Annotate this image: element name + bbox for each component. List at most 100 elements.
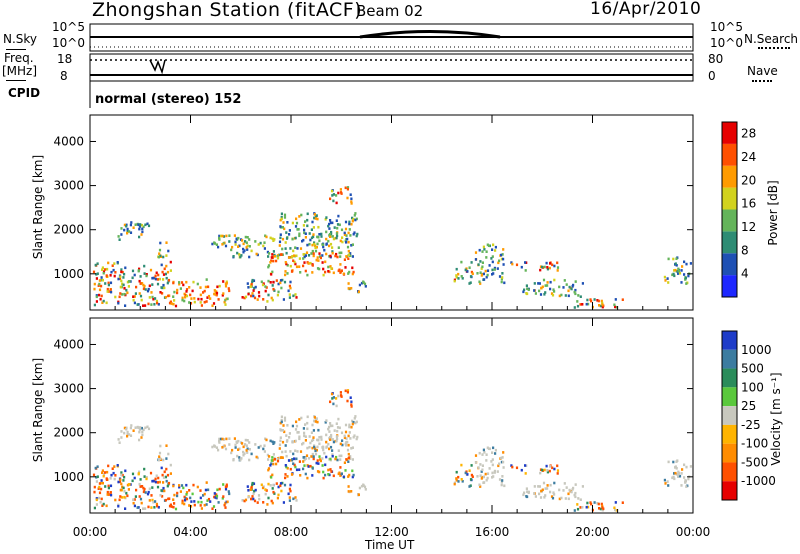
data-cell bbox=[558, 285, 561, 289]
data-cell bbox=[154, 480, 157, 484]
data-cell bbox=[286, 221, 289, 224]
data-cell bbox=[147, 427, 151, 431]
data-cell bbox=[325, 455, 328, 459]
data-cell bbox=[275, 279, 278, 282]
data-cell bbox=[264, 437, 267, 441]
data-cell bbox=[305, 251, 309, 254]
data-cell bbox=[159, 444, 162, 448]
data-cell bbox=[335, 422, 338, 425]
data-cell bbox=[123, 223, 126, 227]
data-cell bbox=[119, 292, 122, 295]
data-cell bbox=[292, 497, 295, 501]
data-cell bbox=[163, 470, 166, 474]
data-cell bbox=[217, 448, 220, 452]
data-cell bbox=[282, 221, 285, 224]
data-cell bbox=[344, 227, 348, 231]
data-cell bbox=[221, 446, 224, 449]
data-cell bbox=[251, 495, 254, 498]
data-cell bbox=[335, 455, 338, 459]
data-cell bbox=[680, 281, 683, 284]
data-cell bbox=[261, 486, 265, 490]
data-cell bbox=[286, 424, 289, 427]
data-cell bbox=[272, 462, 275, 466]
data-cell bbox=[318, 239, 321, 243]
data-cell bbox=[106, 290, 109, 293]
data-cell bbox=[486, 476, 489, 480]
data-cell bbox=[294, 225, 298, 228]
data-cell bbox=[158, 455, 161, 458]
data-cell bbox=[667, 281, 670, 284]
power-cbar-tick: 28 bbox=[741, 127, 756, 141]
data-cell bbox=[93, 506, 96, 510]
data-cell bbox=[338, 268, 341, 272]
data-cell bbox=[281, 226, 284, 229]
data-cell bbox=[346, 245, 350, 249]
data-cell bbox=[579, 506, 582, 509]
data-cell bbox=[310, 455, 313, 458]
data-cell bbox=[120, 227, 123, 230]
data-cell bbox=[241, 296, 244, 299]
data-cell bbox=[295, 468, 299, 472]
data-cell bbox=[123, 287, 126, 290]
data-cell bbox=[126, 230, 129, 233]
data-cell bbox=[484, 472, 487, 476]
data-cell bbox=[162, 476, 166, 479]
data-cell bbox=[558, 488, 561, 492]
data-cell bbox=[292, 462, 295, 465]
data-cell bbox=[105, 301, 108, 305]
data-cell bbox=[253, 499, 257, 503]
data-cell bbox=[159, 241, 162, 245]
data-cell bbox=[351, 255, 354, 258]
data-cell bbox=[93, 282, 96, 286]
data-cell bbox=[222, 483, 225, 486]
data-cell bbox=[133, 301, 136, 305]
data-cell bbox=[288, 233, 291, 236]
data-cell bbox=[121, 270, 124, 274]
data-cell bbox=[347, 490, 350, 493]
data-cell bbox=[314, 447, 317, 450]
data-cell bbox=[278, 447, 281, 450]
data-cell bbox=[122, 479, 125, 482]
data-cell bbox=[257, 494, 261, 497]
data-cell bbox=[477, 263, 480, 266]
data-cell bbox=[683, 260, 686, 264]
data-cell bbox=[302, 427, 305, 430]
data-cell bbox=[141, 282, 144, 285]
data-cell bbox=[304, 423, 307, 426]
data-cell bbox=[235, 440, 238, 444]
data-cell bbox=[341, 240, 344, 244]
data-cell bbox=[105, 477, 108, 480]
data-cell bbox=[213, 492, 216, 495]
data-cell bbox=[316, 438, 319, 442]
data-cell bbox=[145, 273, 148, 276]
velocity-ylabel: Slant Range [km] bbox=[31, 357, 45, 463]
data-cell bbox=[150, 506, 153, 509]
data-cell bbox=[106, 267, 109, 271]
data-cell bbox=[299, 247, 303, 250]
data-cell bbox=[119, 488, 122, 492]
data-cell bbox=[294, 293, 297, 296]
data-cell bbox=[211, 507, 214, 510]
data-cell bbox=[306, 212, 309, 216]
data-cell bbox=[246, 451, 249, 454]
data-cell bbox=[314, 249, 318, 253]
data-cell bbox=[304, 232, 307, 235]
data-cell bbox=[339, 191, 343, 194]
data-cell bbox=[293, 463, 296, 467]
data-cell bbox=[338, 251, 341, 255]
data-cell bbox=[493, 266, 496, 270]
data-cell bbox=[268, 455, 271, 458]
data-cell bbox=[313, 241, 316, 244]
data-cell bbox=[119, 495, 122, 498]
data-cell bbox=[320, 232, 323, 236]
data-cell bbox=[490, 257, 493, 260]
data-cell bbox=[273, 492, 276, 495]
data-cell bbox=[480, 470, 483, 473]
data-cell bbox=[126, 494, 129, 498]
data-cell bbox=[253, 286, 256, 290]
data-cell bbox=[308, 445, 311, 449]
data-cell bbox=[330, 470, 333, 473]
data-cell bbox=[485, 275, 488, 279]
data-cell bbox=[355, 217, 358, 221]
data-cell bbox=[151, 479, 154, 483]
